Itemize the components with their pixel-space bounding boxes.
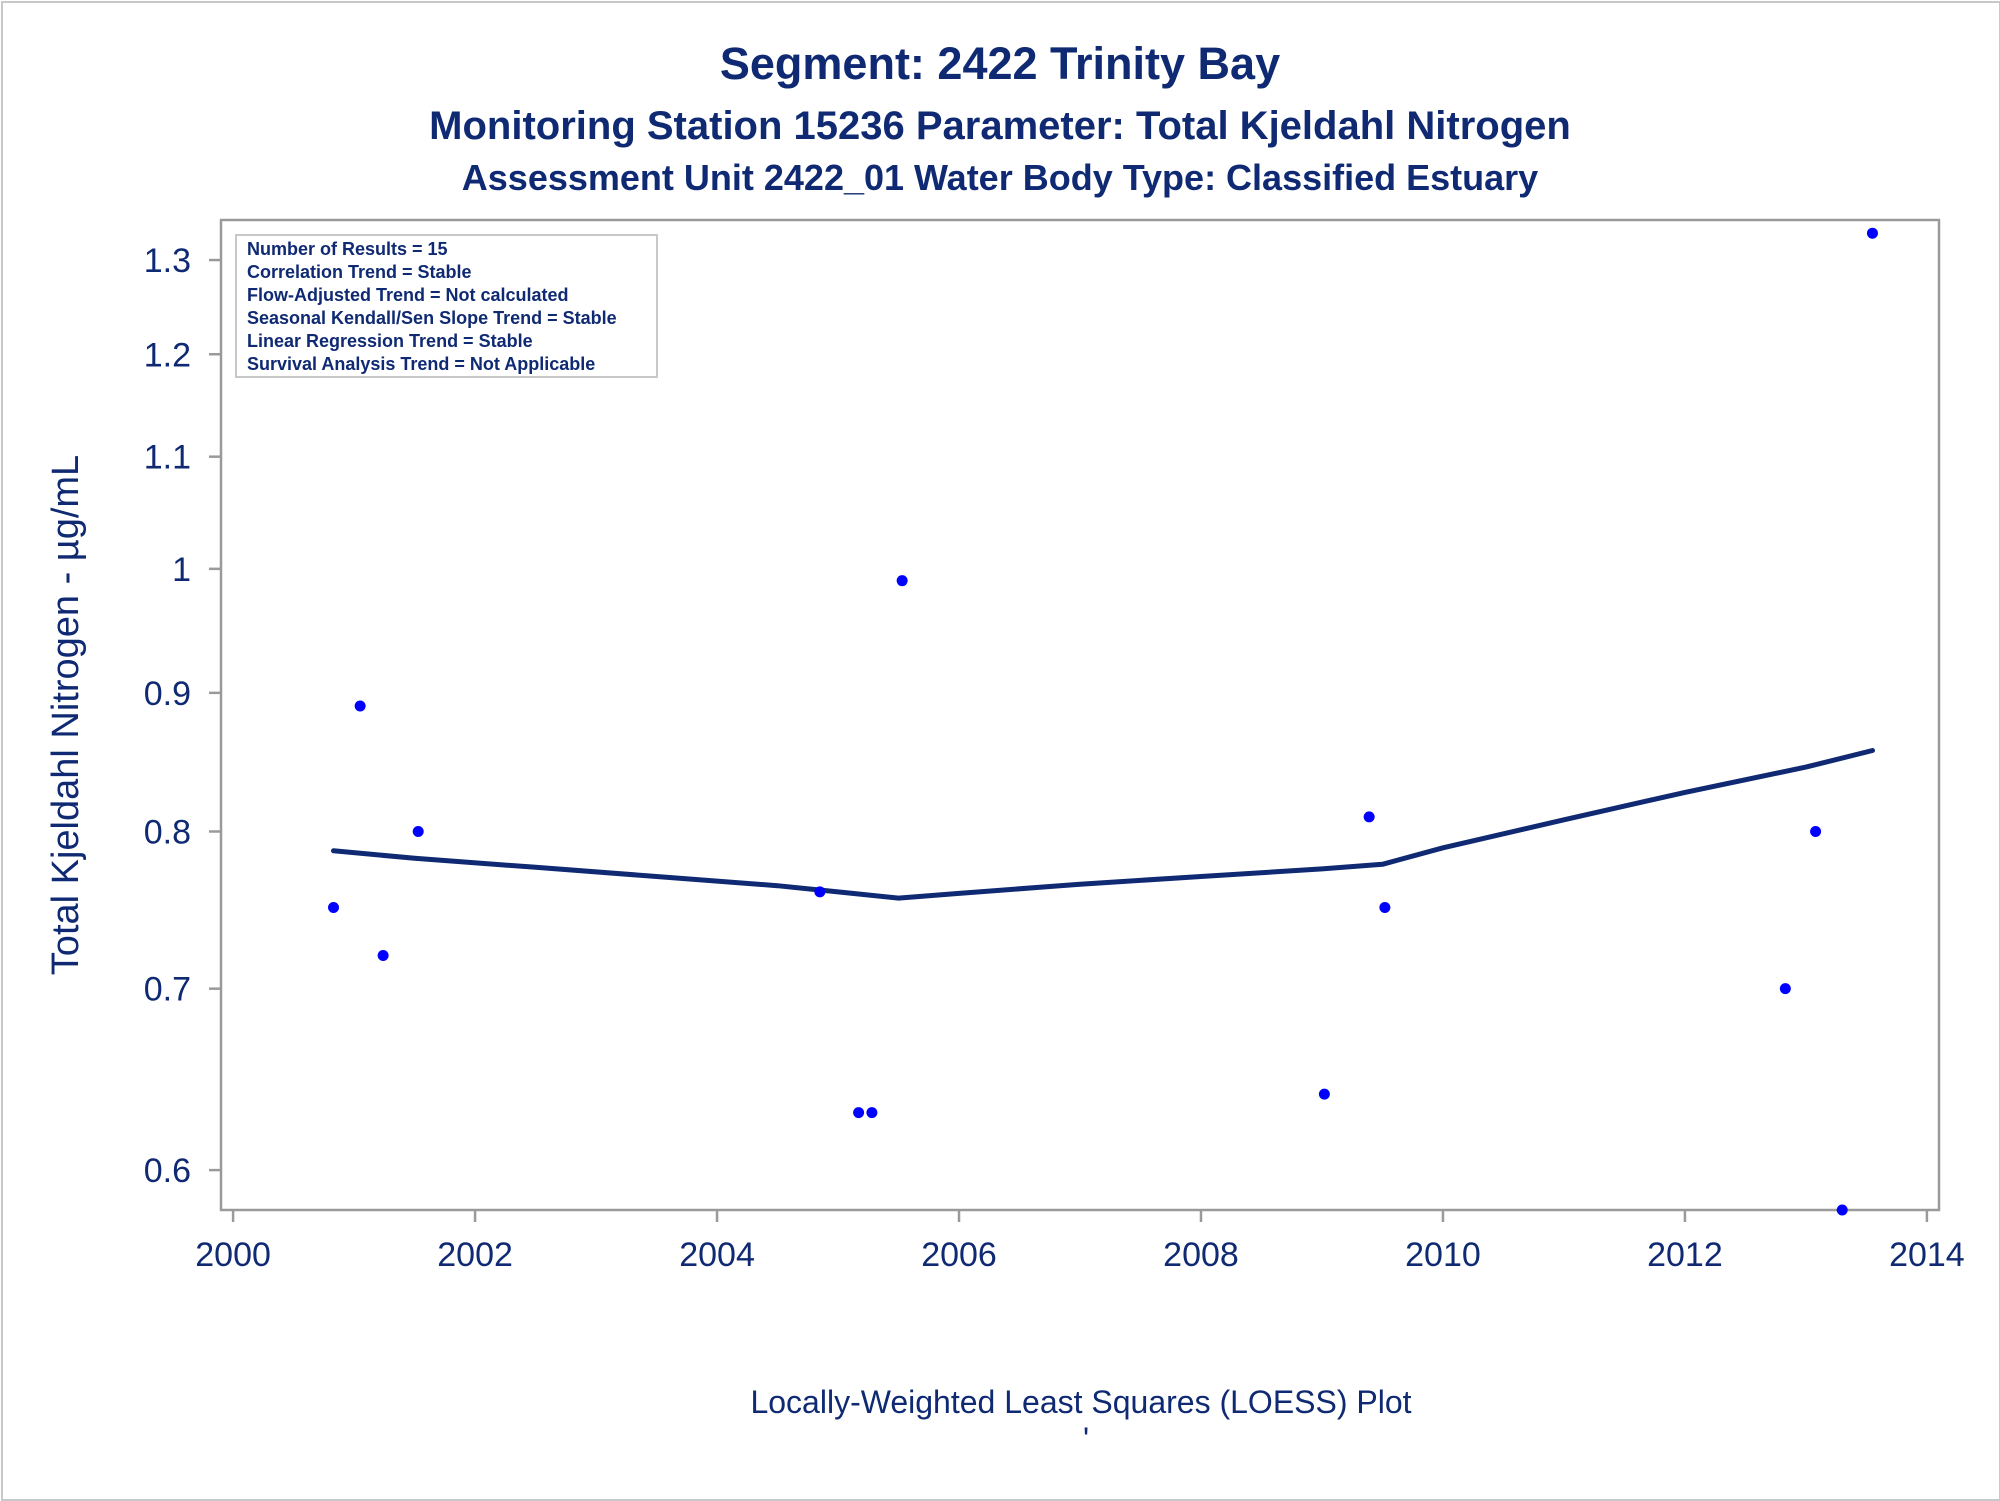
y-axis-label: Total Kjeldahl Nitrogen - µg/mL [45, 455, 87, 975]
data-point [1866, 227, 1878, 239]
y-tick-label: 1.2 [144, 336, 191, 374]
chart-subtitle-2: Assessment Unit 2422_01 Water Body Type:… [462, 157, 1538, 198]
y-tick-label: 0.7 [144, 971, 191, 1009]
data-point [814, 886, 826, 898]
x-tick-label: 2014 [1889, 1236, 1965, 1274]
y-tick-label: 0.8 [144, 813, 191, 851]
data-point [1379, 901, 1391, 913]
x-tick-label: 2008 [1163, 1236, 1239, 1274]
data-point [1363, 811, 1375, 823]
plot-area-border [219, 218, 1941, 1212]
x-tick-label: 2002 [437, 1236, 513, 1274]
data-point [896, 575, 908, 587]
data-point [1318, 1088, 1330, 1100]
stats-survival-analysis-trend: Survival Analysis Trend = Not Applicable [247, 354, 595, 374]
y-axis: 0.6 0.7 0.8 0.9 1 1.1 1.2 1.3 [144, 242, 221, 1190]
chart-subtitle: Monitoring Station 15236 Parameter: Tota… [429, 104, 1571, 148]
x-tick-label: 2000 [195, 1236, 271, 1274]
stats-seasonal-kendall-trend: Seasonal Kendall/Sen Slope Trend = Stabl… [247, 308, 617, 328]
stats-box-border [235, 234, 658, 378]
stats-box: Number of Results = 15 Correlation Trend… [235, 234, 658, 378]
data-point [412, 825, 424, 837]
y-tick-label: 0.9 [144, 675, 191, 713]
y-tick-label: 1 [172, 551, 191, 589]
footnote: Locally-Weighted Least Squares (LOESS) P… [750, 1384, 1411, 1420]
footnote-2: ' [1083, 1421, 1089, 1457]
y-tick-label: 1.3 [144, 242, 191, 280]
stats-flow-adjusted-trend: Flow-Adjusted Trend = Not calculated [247, 285, 569, 305]
data-point [866, 1107, 878, 1119]
x-tick-label: 2012 [1647, 1236, 1723, 1274]
data-point [853, 1107, 865, 1119]
y-tick-label: 1.1 [144, 439, 191, 477]
series-layer [328, 227, 1878, 1216]
data-point [354, 700, 366, 712]
x-tick-label: 2006 [921, 1236, 997, 1274]
data-point [1836, 1204, 1848, 1216]
data-point [377, 950, 389, 962]
x-axis: 2000 2002 2004 2006 2008 2010 2012 2014 [195, 1210, 1965, 1274]
x-tick-label: 2004 [679, 1236, 755, 1274]
chart-title: Segment: 2422 Trinity Bay [720, 38, 1280, 89]
data-point [1810, 825, 1822, 837]
x-tick-label: 2010 [1405, 1236, 1481, 1274]
stats-linear-regression-trend: Linear Regression Trend = Stable [247, 331, 533, 351]
stats-correlation-trend: Correlation Trend = Stable [247, 262, 472, 282]
data-point [328, 901, 340, 913]
loess-line [331, 748, 1875, 901]
data-point [1779, 983, 1791, 995]
y-tick-label: 0.6 [144, 1152, 191, 1190]
stats-number-of-results: Number of Results = 15 [247, 239, 448, 259]
